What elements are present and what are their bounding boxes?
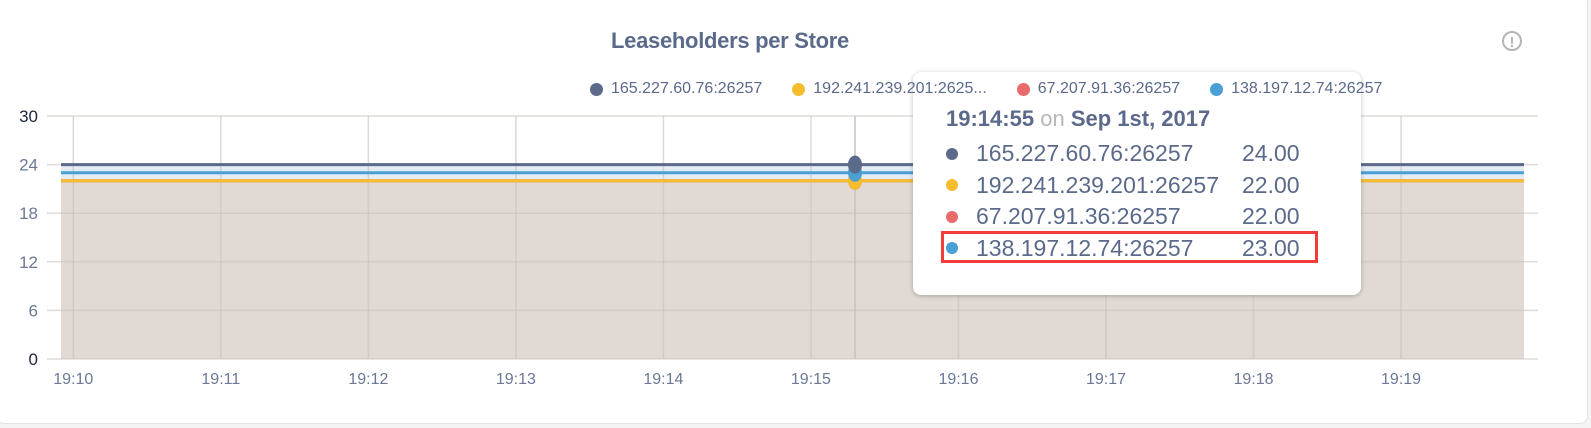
hover-point — [848, 155, 862, 174]
y-tick-label: 18 — [19, 204, 38, 223]
tooltip-date: Sep 1st, 2017 — [1070, 106, 1211, 131]
x-tick-label: 19:13 — [496, 371, 536, 388]
info-icon[interactable]: ! — [1502, 31, 1522, 51]
legend-label: 67.207.91.36:26257 — [1037, 80, 1181, 97]
x-tick-label: 19:17 — [1086, 371, 1126, 388]
tooltip-series-value: 24.00 — [1242, 140, 1300, 167]
legend-label: 165.227.60.76:26257 — [611, 80, 763, 97]
x-tick-label: 19:11 — [201, 371, 240, 388]
x-tick-label: 19:16 — [938, 371, 978, 388]
x-tick-label: 19:14 — [643, 371, 683, 388]
legend-label: 138.197.12.74:26257 — [1231, 80, 1383, 97]
legend-item[interactable]: 138.197.12.74:26257 — [1210, 80, 1382, 98]
series-dot — [946, 210, 958, 223]
tooltip-series-value: 23.00 — [1242, 234, 1300, 261]
series-dot — [946, 242, 958, 255]
legend-dot — [792, 82, 806, 96]
tooltip-series-name: 138.197.12.74:26257 — [976, 234, 1194, 261]
chart-title: Leaseholders per Store — [611, 28, 849, 53]
x-tick-label: 19:10 — [53, 371, 93, 388]
chart-tooltip: 19:14:55 on Sep 1st, 2017 165.227.60.76:… — [913, 72, 1361, 295]
tooltip-series-value: 22.00 — [1242, 203, 1300, 230]
y-tick-label: 6 — [29, 301, 38, 320]
x-tick-label: 19:19 — [1381, 371, 1421, 388]
legend-dot — [1210, 82, 1224, 96]
legend-item[interactable]: 192.241.239.201:2625... — [792, 80, 987, 98]
tooltip-time: 19:14:55 — [946, 106, 1035, 131]
tooltip-on: on — [1040, 106, 1065, 131]
tooltip-row: 138.197.12.74:26257 23.00 — [941, 230, 1361, 265]
x-tick-label: 19:18 — [1234, 371, 1274, 388]
series-dot — [946, 179, 958, 192]
tooltip-series-value: 22.00 — [1242, 171, 1300, 198]
x-tick-label: 19:15 — [791, 371, 831, 388]
tooltip-row: 67.207.91.36:26257 22.00 — [946, 201, 1361, 233]
tooltip-series-name: 67.207.91.36:26257 — [976, 203, 1181, 230]
legend: 165.227.60.76:26257 192.241.239.201:2625… — [590, 80, 1382, 98]
legend-item[interactable]: 165.227.60.76:26257 — [590, 80, 762, 98]
legend-item[interactable]: 67.207.91.36:26257 — [1016, 80, 1181, 98]
tooltip-title: 19:14:55 on Sep 1st, 2017 — [946, 106, 1361, 132]
y-tick-label: 12 — [19, 253, 38, 272]
legend-dot — [590, 82, 603, 96]
x-tick-label: 19:12 — [348, 371, 388, 388]
tooltip-row: 165.227.60.76:26257 24.00 — [946, 138, 1361, 170]
tooltip-series-name: 165.227.60.76:26257 — [976, 140, 1194, 167]
legend-label: 192.241.239.201:2625... — [813, 80, 987, 97]
tooltip-row: 192.241.239.201:26257 22.00 — [946, 170, 1361, 202]
y-tick-label: 0 — [29, 350, 38, 369]
legend-dot — [1016, 82, 1030, 96]
y-tick-label: 30 — [19, 107, 38, 126]
series-dot — [946, 147, 958, 160]
tooltip-series-name: 192.241.239.201:26257 — [976, 171, 1220, 198]
y-tick-label: 24 — [19, 156, 38, 175]
